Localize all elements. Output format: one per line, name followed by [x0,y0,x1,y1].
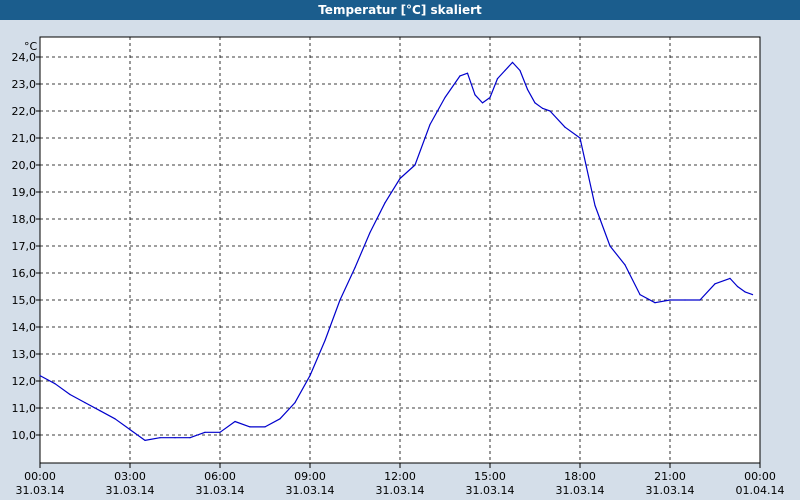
x-tick-date-label: 31.03.14 [466,484,515,497]
x-tick-date-label: 31.03.14 [376,484,425,497]
temperature-data-point [144,439,146,441]
temperature-data-point [159,437,161,439]
x-tick-time-label: 00:00 [24,470,56,483]
temperature-data-point [489,96,491,99]
temperature-data-point [549,110,551,112]
x-tick-date-label: 31.03.14 [646,484,695,497]
temperature-data-point [234,420,236,423]
temperature-data-point [511,61,514,64]
temperature-data-point [369,231,371,234]
y-tick-label: 12,0 [12,375,37,388]
temperature-data-point [669,299,671,301]
temperature-data-point [129,429,131,431]
temperature-data-point [354,267,356,269]
temperature-data-point [384,202,386,204]
temperature-data-point [564,126,566,128]
temperature-data-point [714,283,716,285]
temperature-data-point [174,437,176,439]
x-tick-time-label: 12:00 [384,470,416,483]
temperature-data-point [264,426,266,428]
x-tick-date-label: 01.04.14 [736,484,785,497]
temperature-data-point [474,94,476,96]
temperature-data-point [204,431,206,433]
temperature-data-point [541,107,544,109]
y-tick-label: 23,0 [12,78,37,91]
temperature-data-point [699,299,701,301]
temperature-data-point [114,418,116,420]
y-tick-label: 11,0 [12,402,37,415]
x-tick-date-label: 31.03.14 [286,484,335,497]
temperature-data-point [684,299,686,301]
x-tick-date-label: 31.03.14 [556,484,605,497]
y-axis-ticks: 10,0 11,0 12,0 13,0 14,0 15,0 16,0 17,0 18,0 19,0… [12,51,40,442]
temperature-data-point [99,410,101,412]
temperature-data-point [526,88,529,90]
y-tick-label: 13,0 [12,348,37,361]
temperature-data-point [534,102,536,104]
x-tick-date-label: 31.03.14 [16,484,65,497]
temperature-data-point [339,299,341,301]
temperature-data-point [309,375,311,377]
temperature-data-point [219,431,221,433]
temperature-data-point [429,123,431,126]
y-tick-label: 22,0 [12,105,37,118]
x-tick-date-label: 31.03.14 [106,484,155,497]
temperature-data-point [736,285,739,288]
y-tick-label: 18,0 [12,213,37,226]
temperature-data-point [414,164,416,166]
y-tick-label: 24,0 [12,51,37,64]
temperature-data-point [609,245,611,247]
temperature-data-point [744,291,746,293]
y-tick-label: 21,0 [12,132,37,145]
y-tick-label: 17,0 [12,240,37,253]
temperature-data-point [639,294,641,296]
x-tick-time-label: 06:00 [204,470,236,483]
temperature-data-point [504,69,506,72]
y-axis-unit-label: °C [24,40,38,53]
temperature-data-point [519,69,521,72]
temperature-data-point [579,137,581,139]
y-tick-label: 15,0 [12,294,37,307]
x-tick-time-label: 15:00 [474,470,506,483]
temperature-series-line [39,61,753,441]
x-tick-time-label: 00:00 [744,470,776,483]
temperature-data-point [54,383,56,385]
x-tick-date-label: 31.03.14 [196,484,245,497]
temperature-data-point [459,75,461,77]
temperature-data-point [294,402,296,404]
temperature-data-point [751,294,754,296]
x-tick-time-label: 18:00 [564,470,596,483]
temperature-data-point [594,204,596,207]
temperature-data-point [279,418,281,420]
x-tick-time-label: 03:00 [114,470,146,483]
temperature-chart: °C 10,011,012,013,014,015,016,017,018,01… [12,36,785,497]
temperature-data-point [189,437,191,439]
temperature-data-point [729,277,731,279]
x-axis-ticks: 00:0031.03.1403:0031.03.1406:0031.03.140… [16,463,785,497]
temperature-data-point [624,264,626,266]
temperature-data-point [466,72,469,74]
temperature-data-point [481,102,484,104]
temperature-data-point [654,302,656,304]
chart-title: Temperatur [°C] skaliert [0,0,800,20]
y-tick-label: 16,0 [12,267,37,280]
temperature-data-point [399,177,401,180]
series-group [39,61,754,441]
temperature-data-point [39,375,41,377]
temperature-data-point [496,78,499,80]
x-tick-time-label: 21:00 [654,470,686,483]
temperature-data-point [84,402,86,404]
y-tick-label: 10,0 [12,429,37,442]
y-tick-label: 19,0 [12,186,37,199]
y-tick-label: 14,0 [12,321,37,334]
temperature-data-point [69,393,71,396]
temperature-data-point [444,96,446,99]
x-tick-time-label: 09:00 [294,470,326,483]
gridlines [40,37,760,463]
y-tick-label: 20,0 [12,159,37,172]
temperature-data-point [324,339,326,342]
temperature-data-point [249,426,251,428]
